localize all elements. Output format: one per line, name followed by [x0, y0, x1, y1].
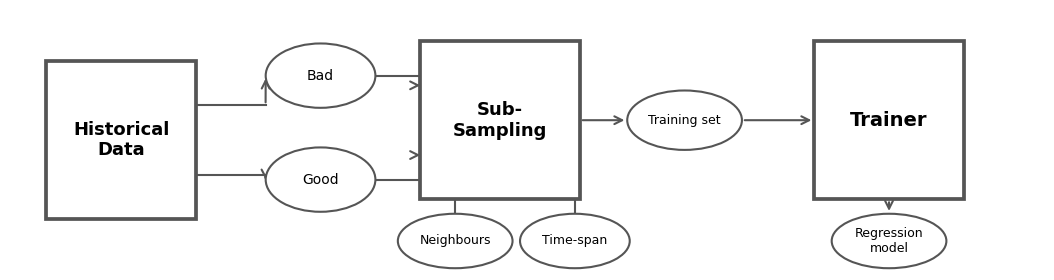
Ellipse shape: [266, 43, 375, 108]
Text: Neighbours: Neighbours: [419, 234, 491, 248]
Ellipse shape: [520, 214, 629, 268]
Text: Good: Good: [302, 172, 338, 186]
FancyBboxPatch shape: [815, 41, 963, 199]
Text: Bad: Bad: [307, 69, 334, 83]
Ellipse shape: [397, 214, 512, 268]
Ellipse shape: [266, 148, 375, 212]
Text: Historical
Data: Historical Data: [73, 121, 170, 159]
Text: Sub-
Sampling: Sub- Sampling: [453, 101, 547, 140]
FancyBboxPatch shape: [46, 61, 196, 219]
Text: Regression
model: Regression model: [855, 227, 923, 255]
FancyBboxPatch shape: [421, 41, 580, 199]
Ellipse shape: [832, 214, 946, 268]
Text: Trainer: Trainer: [851, 111, 928, 130]
Text: Training set: Training set: [648, 114, 721, 127]
Ellipse shape: [627, 90, 742, 150]
Text: Time-span: Time-span: [542, 234, 607, 248]
